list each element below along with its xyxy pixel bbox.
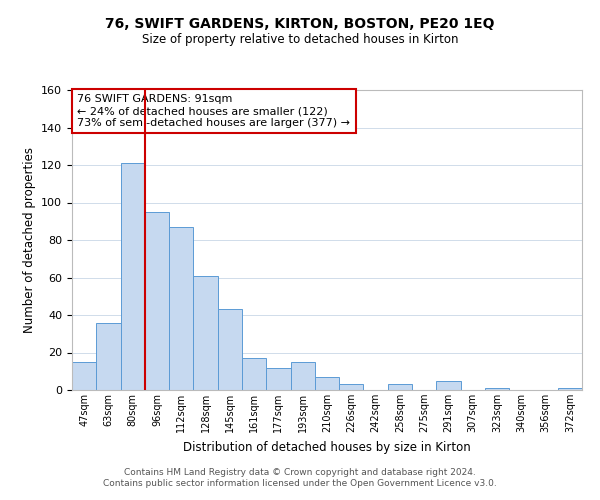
Bar xyxy=(121,163,145,390)
Bar xyxy=(96,322,121,390)
Bar xyxy=(485,388,509,390)
Bar xyxy=(218,310,242,390)
Bar xyxy=(558,388,582,390)
Bar xyxy=(339,384,364,390)
Bar xyxy=(72,362,96,390)
Text: Size of property relative to detached houses in Kirton: Size of property relative to detached ho… xyxy=(142,32,458,46)
Y-axis label: Number of detached properties: Number of detached properties xyxy=(23,147,35,333)
Bar xyxy=(145,212,169,390)
Bar xyxy=(266,368,290,390)
Text: 76, SWIFT GARDENS, KIRTON, BOSTON, PE20 1EQ: 76, SWIFT GARDENS, KIRTON, BOSTON, PE20 … xyxy=(105,18,495,32)
X-axis label: Distribution of detached houses by size in Kirton: Distribution of detached houses by size … xyxy=(183,440,471,454)
Bar xyxy=(193,276,218,390)
Bar xyxy=(315,377,339,390)
Text: Contains HM Land Registry data © Crown copyright and database right 2024.
Contai: Contains HM Land Registry data © Crown c… xyxy=(103,468,497,487)
Text: 76 SWIFT GARDENS: 91sqm
← 24% of detached houses are smaller (122)
73% of semi-d: 76 SWIFT GARDENS: 91sqm ← 24% of detache… xyxy=(77,94,350,128)
Bar xyxy=(388,384,412,390)
Bar xyxy=(290,362,315,390)
Bar xyxy=(242,358,266,390)
Bar xyxy=(169,227,193,390)
Bar xyxy=(436,380,461,390)
